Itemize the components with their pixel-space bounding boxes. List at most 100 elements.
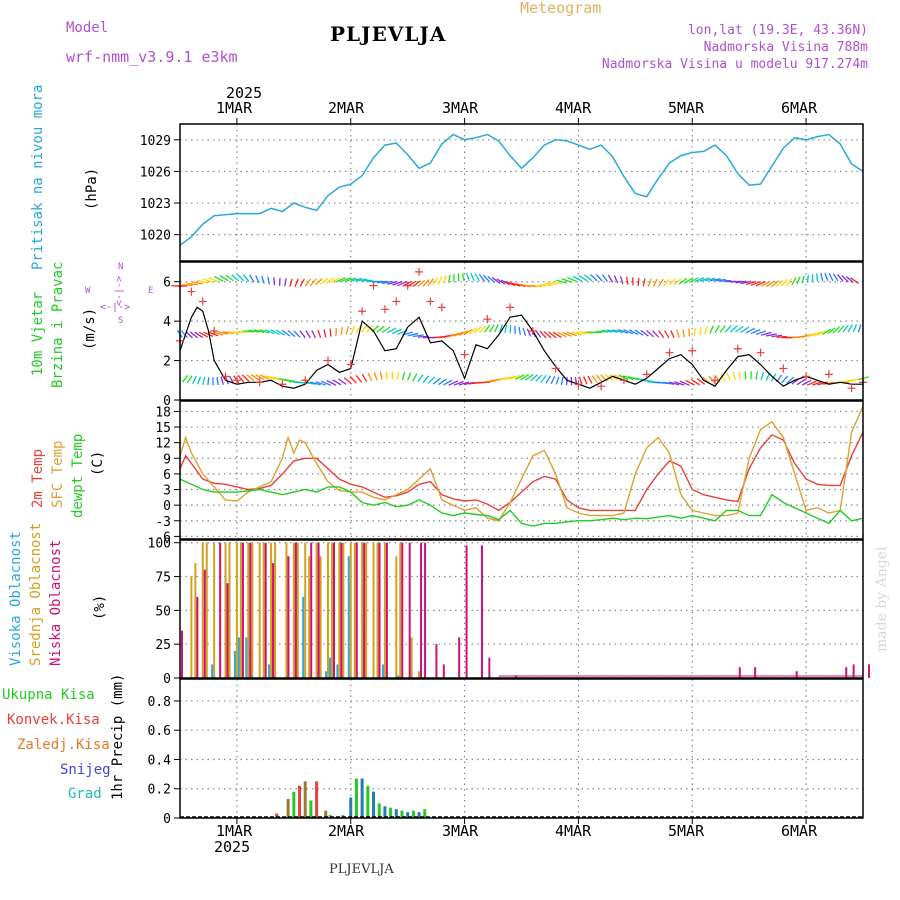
wind-vector [330,277,341,284]
sfc-temp-line [179,405,864,522]
wind-vector [217,331,229,335]
wind-vector [325,277,335,284]
wind-vector [796,378,806,386]
wind-vector [237,374,245,383]
wind-vector [225,274,234,282]
wind-vector [693,327,696,336]
wind-gust-marker [369,281,378,290]
wind-vector [596,330,608,333]
wind-vector [525,373,534,381]
wind-vector [545,375,552,384]
wind-vector [682,329,685,338]
top-day-6: 6MAR [781,99,818,117]
wind-vector [473,326,482,334]
wind-vector [249,274,255,283]
wind-vector [567,276,577,283]
wind-vector [207,377,210,386]
pressure-ytick-label: 1026 [140,165,171,180]
wind-gust-marker [255,378,264,387]
wind-vector [837,325,845,333]
wind-vector [730,280,742,283]
precip-ytick-label: 0 [163,812,171,827]
wind-vector [181,330,188,339]
wind-gust-marker [187,287,196,296]
wind-vector [356,278,368,282]
top-day-1: 1MAR [216,99,253,117]
legend-convective-rain: Konvek.Kisa [7,712,100,728]
wind-vector [509,374,520,380]
wind-gust-marker [346,360,355,369]
wind-vector [530,374,539,382]
wind-vector [237,274,245,282]
wind-vector [397,280,408,287]
wind-vector [755,371,759,380]
wind-vector [683,277,694,284]
precip-ytick-label: 0.4 [148,753,172,768]
wind-vector [437,276,443,285]
wind-vector [407,332,419,337]
precip-bar [298,785,302,818]
wind-vector [822,328,832,335]
compass-north: N [118,262,124,272]
wind-vector [642,379,654,382]
wind-vector [412,373,418,382]
wind-vector [514,374,525,380]
wind-vector [289,278,293,287]
wind-vector [458,381,470,386]
pressure-ytick-label: 1023 [140,197,171,212]
wind-vector [566,331,577,337]
wind-vector [315,381,326,386]
wind-vector [652,278,658,287]
wind-vector [241,374,250,382]
wind-vector [466,272,470,281]
wind-vector [361,324,368,333]
precip-ytick-label: 0.8 [148,695,171,710]
wind-vector [591,375,598,384]
wind-vector [478,273,486,282]
wind-vector [412,334,424,338]
wind-vector [332,379,342,386]
wind-vector [417,374,424,383]
precip-bar [411,810,415,818]
wind-vector [381,326,391,333]
wind-vector [561,331,572,337]
wind-vector [197,279,209,284]
wind-vector [518,326,522,335]
precip-bar [349,797,353,818]
temperature-frame [179,400,864,540]
wind-vector [350,325,356,334]
page-title: PLJEVLJA [330,22,447,46]
wind-vector [622,375,634,380]
wind-vector [776,279,784,287]
wind-gust-marker [847,384,856,393]
precip-bar [389,807,393,818]
wind-gust-marker [392,297,401,306]
wind-vector [607,274,614,283]
wind-vector [760,371,765,381]
wind-vector [828,272,834,282]
wind-vector [668,278,676,286]
wind-vector [647,278,652,287]
wind-vector [847,324,853,333]
wind-vector [634,329,644,336]
wind-vector [776,335,788,338]
wind-vector [453,331,464,337]
wind-gust-marker [232,376,241,385]
model-name: wrf-nmm_v3.9.1 e3km [66,48,238,66]
wind-vector [186,282,198,286]
wind-vector [820,272,824,282]
wind-vector [392,328,402,335]
wind-gust-marker [358,307,367,316]
wind-vector [468,327,478,335]
wind-vector [576,331,588,335]
wind-vector [376,325,385,333]
wind-gust-marker [824,370,833,379]
compass-arrow-h: <-|-> [100,302,131,313]
wind-vector [453,380,464,386]
top-day-5: 5MAR [668,99,705,117]
wind-vector [709,325,714,334]
wind-vector [366,324,374,333]
precip-bar [406,812,410,818]
wind-vector [709,278,721,282]
cloud-ytick-label: 25 [155,638,171,653]
